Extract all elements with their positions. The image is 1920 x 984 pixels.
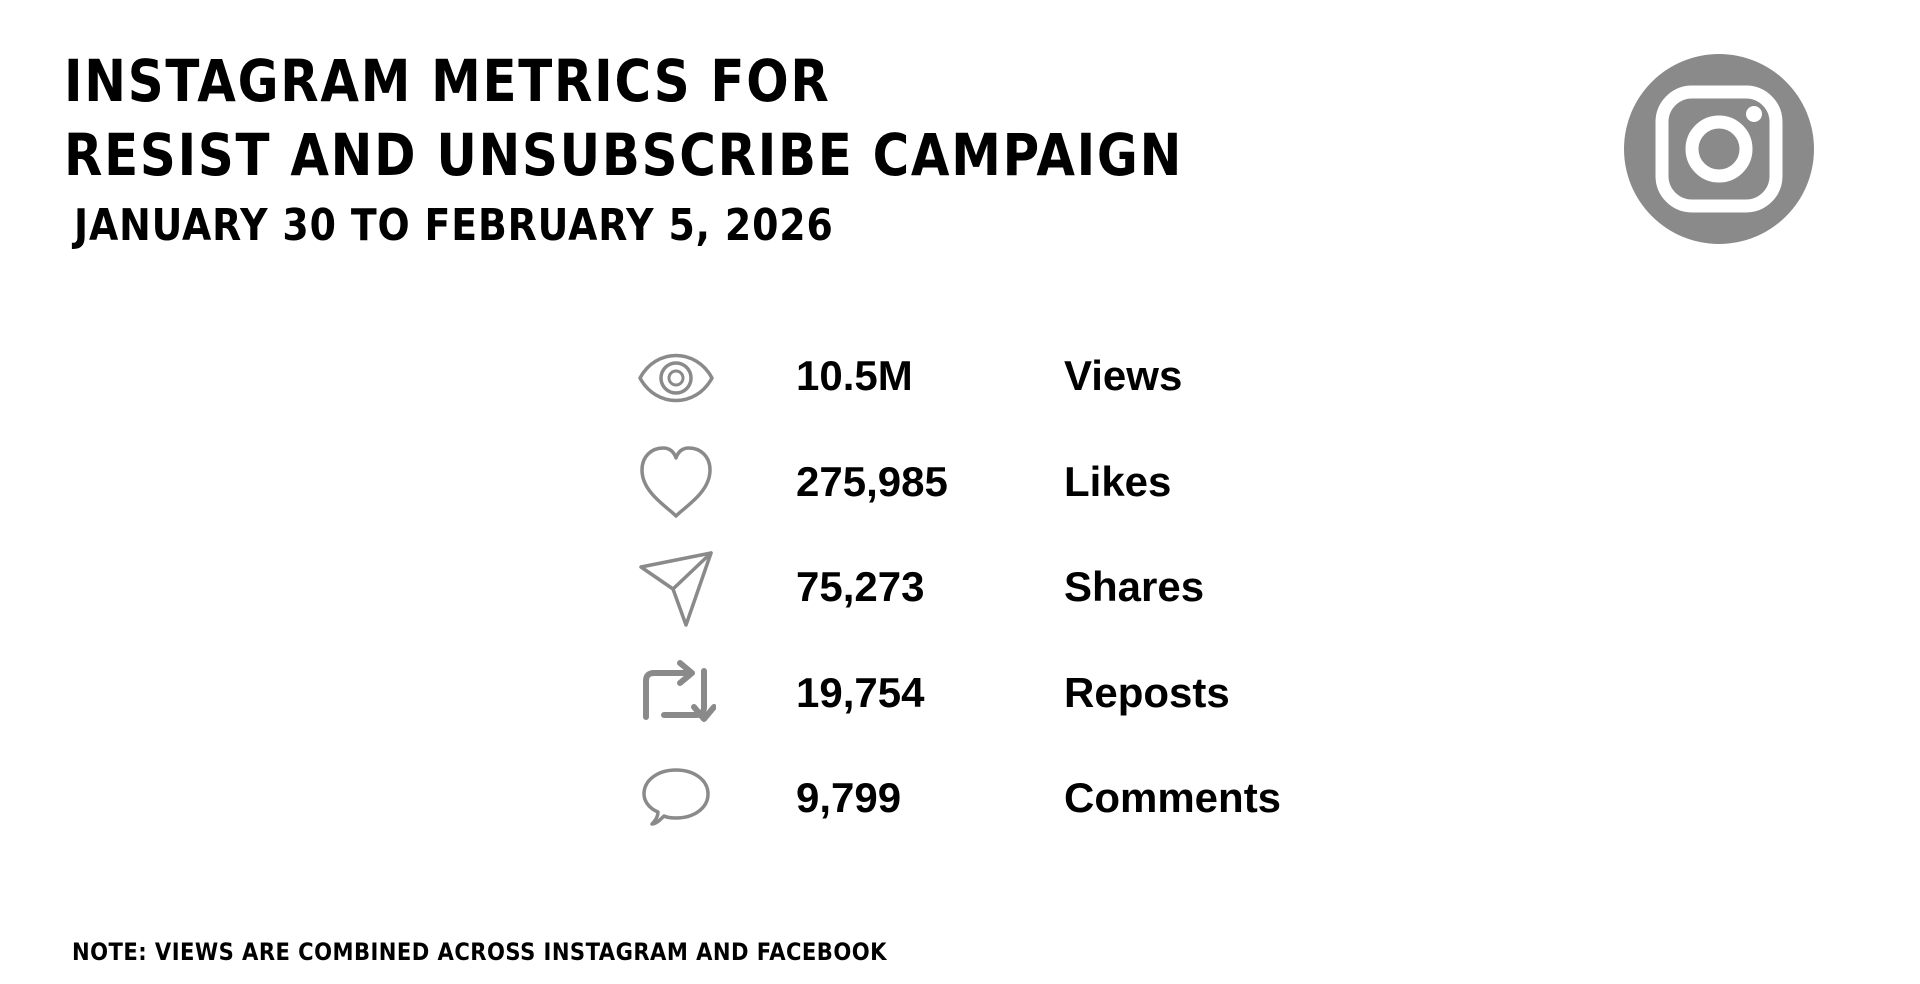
title-line-1: INSTAGRAM METRICS FOR xyxy=(64,47,831,115)
metric-label-shares: Shares xyxy=(1064,563,1205,610)
metric-row-reposts: 19,754 Reposts xyxy=(636,655,1356,761)
metric-label-comments: Comments xyxy=(1064,774,1282,821)
instagram-logo-icon xyxy=(1624,54,1814,244)
page-title: INSTAGRAM METRICS FOR RESIST AND UNSUBSC… xyxy=(64,44,1183,192)
metric-value-likes: 275,985 xyxy=(796,457,948,505)
title-line-2: RESIST AND UNSUBSCRIBE CAMPAIGN xyxy=(64,121,1184,189)
footnote: NOTE: VIEWS ARE COMBINED ACROSS INSTAGRA… xyxy=(72,938,887,966)
date-range-subtitle: JANUARY 30 TO FEBRUARY 5, 2026 xyxy=(74,200,834,251)
comment-bubble-icon xyxy=(642,768,710,826)
metric-label-views: Views xyxy=(1064,352,1183,399)
metric-value-views: 10.5M xyxy=(796,352,913,399)
metric-label-likes: Likes xyxy=(1064,457,1172,505)
paper-plane-icon xyxy=(639,551,713,627)
metric-label-reposts: Reposts xyxy=(1064,668,1230,716)
metric-value-comments: 9,799 xyxy=(796,774,902,821)
metric-value-shares: 75,273 xyxy=(796,563,925,610)
repost-icon xyxy=(643,659,716,722)
metric-row-comments: 9,799 Comments xyxy=(636,760,1356,866)
metric-row-views: 10.5M Views xyxy=(636,338,1356,444)
metrics-list: 10.5M Views 275,985 Likes 75,273 Shares … xyxy=(636,338,1356,866)
metric-row-likes: 275,985 Likes xyxy=(636,444,1356,550)
heart-icon xyxy=(640,445,712,518)
metric-value-reposts: 19,754 xyxy=(796,668,925,716)
eye-icon xyxy=(638,353,714,403)
metric-row-shares: 75,273 Shares xyxy=(636,549,1356,655)
